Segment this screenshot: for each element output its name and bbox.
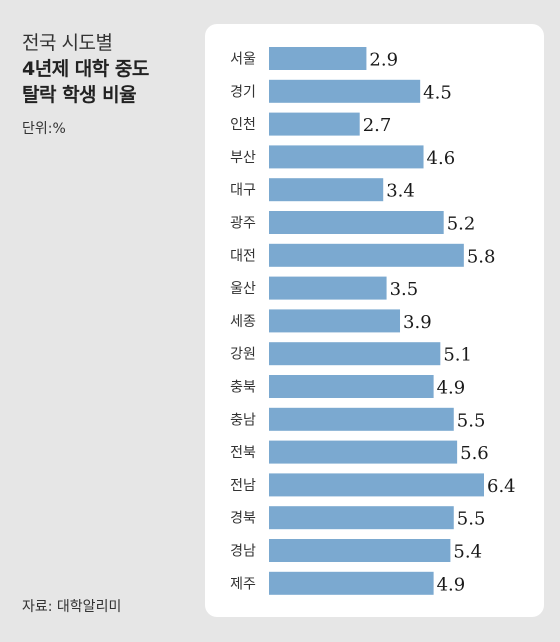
bar: [269, 276, 387, 300]
title-block: 전국 시도별 4년제 대학 중도 탈락 학생 비율: [22, 30, 202, 108]
category-label: 세종: [230, 314, 256, 330]
bar: [269, 571, 434, 595]
bar: [269, 47, 367, 70]
chart-title-line-3: 탈락 학생 비율: [22, 84, 137, 106]
value-label: 4.6: [427, 148, 456, 169]
value-label: 5.4: [453, 542, 482, 563]
value-label: 4.9: [437, 378, 466, 399]
category-label: 전북: [230, 445, 256, 461]
value-label: 2.7: [363, 115, 392, 136]
bar: [269, 342, 441, 366]
bar: [269, 539, 451, 562]
value-label: 5.2: [447, 214, 476, 235]
value-label: 5.8: [467, 246, 496, 267]
category-label: 부산: [230, 150, 256, 166]
category-label: 대전: [230, 248, 256, 264]
category-label: 경남: [230, 544, 256, 560]
bar: [269, 407, 454, 431]
chart-title-line-2: 4년제 대학 중도: [22, 58, 149, 80]
bar: [269, 211, 444, 234]
value-label: 5.6: [460, 443, 489, 464]
value-label: 3.5: [390, 279, 419, 300]
unit-label: 단위:%: [22, 121, 66, 137]
bar: [269, 473, 484, 497]
bar: [269, 243, 464, 267]
category-label: 충남: [230, 412, 256, 428]
value-label: 5.5: [457, 410, 486, 431]
category-label: 제주: [230, 576, 256, 592]
value-label: 4.5: [423, 82, 452, 103]
category-label: 강원: [230, 347, 256, 363]
category-label: 대구: [230, 183, 256, 199]
category-label: 서울: [230, 52, 256, 68]
category-label: 경기: [230, 84, 256, 100]
bar: [269, 178, 384, 202]
category-label: 경북: [230, 511, 256, 527]
bar: [269, 506, 454, 530]
source-label: 자료: 대학알리미: [22, 599, 122, 615]
value-label: 5.1: [443, 345, 472, 366]
bar: [269, 375, 434, 398]
value-label: 2.9: [369, 50, 398, 71]
bar: [269, 309, 401, 333]
bar-chart: 서울 2.9 경기 4.5 인천 2.7 부산 4.6 대구 3.4 광주 5.2 대전 5.8 울산 3.5…: [230, 47, 516, 595]
bar: [269, 112, 360, 136]
category-label: 인천: [230, 117, 256, 133]
value-label: 4.9: [437, 574, 466, 595]
value-label: 6.4: [487, 476, 516, 497]
category-label: 충북: [230, 380, 256, 396]
value-label: 5.5: [457, 509, 486, 530]
bar: [269, 145, 424, 169]
category-label: 광주: [230, 216, 256, 232]
category-label: 전남: [230, 478, 256, 494]
chart-title-line-1: 전국 시도별: [22, 32, 113, 54]
value-label: 3.4: [386, 181, 415, 202]
value-label: 3.9: [403, 312, 432, 333]
bar: [269, 440, 458, 464]
category-label: 울산: [230, 281, 256, 297]
bar: [269, 79, 421, 103]
